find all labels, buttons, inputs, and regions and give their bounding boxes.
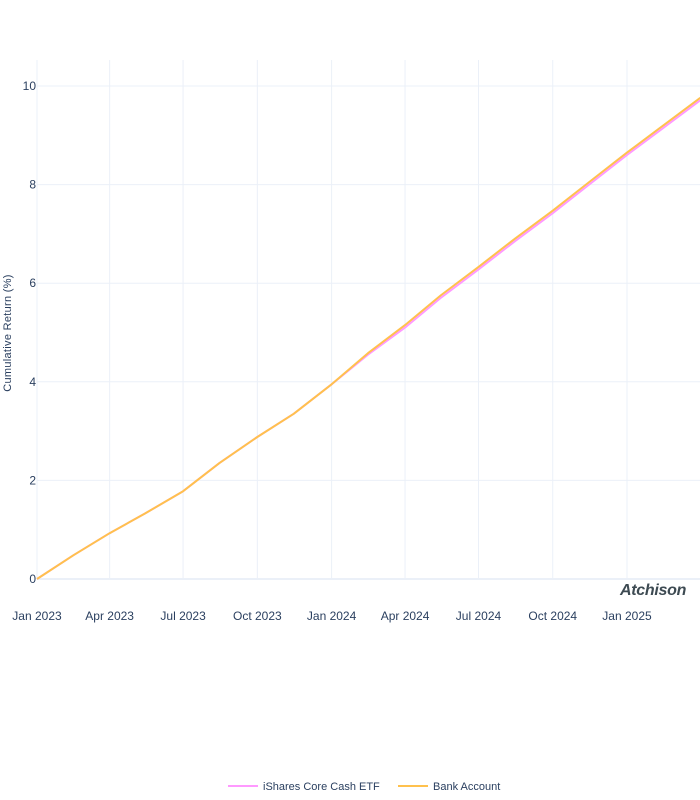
atchison-watermark: Atchison (619, 582, 687, 599)
legend-item-bank-account[interactable]: Bank Account (398, 781, 500, 793)
series-line-ishares-core-cash-etf[interactable] (36, 90, 700, 580)
x-tick-label: Jul 2023 (160, 609, 206, 623)
x-tick-label: Jan 2025 (602, 609, 652, 623)
y-axis-ticks: 0 2 4 6 8 10 (23, 79, 37, 586)
series-line-bank-account[interactable] (36, 88, 700, 580)
x-tick-label: Apr 2024 (381, 609, 430, 623)
y-tick-label: 2 (29, 473, 36, 487)
legend-item-ishares-core-cash-etf[interactable]: iShares Core Cash ETF (228, 781, 380, 793)
x-tick-label: Apr 2023 (85, 609, 134, 623)
y-tick-label: 6 (29, 276, 36, 290)
x-tick-label: Oct 2023 (233, 609, 282, 623)
legend-label: iShares Core Cash ETF (263, 781, 380, 793)
legend-label: Bank Account (433, 781, 500, 793)
y-tick-label: 0 (29, 572, 36, 586)
x-tick-label: Oct 2024 (528, 609, 577, 623)
x-tick-label: Jan 2023 (12, 609, 62, 623)
x-tick-label: Jan 2024 (307, 609, 357, 623)
x-axis-ticks: Jan 2023 Apr 2023 Jul 2023 Oct 2023 Jan 2024… (12, 609, 652, 623)
y-tick-label: 4 (29, 375, 36, 389)
y-axis-title: Cumulative Return (%) (2, 274, 14, 392)
legend[interactable]: iShares Core Cash ETF Bank Account (228, 781, 500, 793)
series-lines[interactable] (36, 88, 700, 580)
grid (36, 60, 700, 579)
y-tick-label: 10 (23, 79, 37, 93)
x-tick-label: Jul 2024 (456, 609, 502, 623)
y-tick-label: 8 (29, 178, 36, 192)
